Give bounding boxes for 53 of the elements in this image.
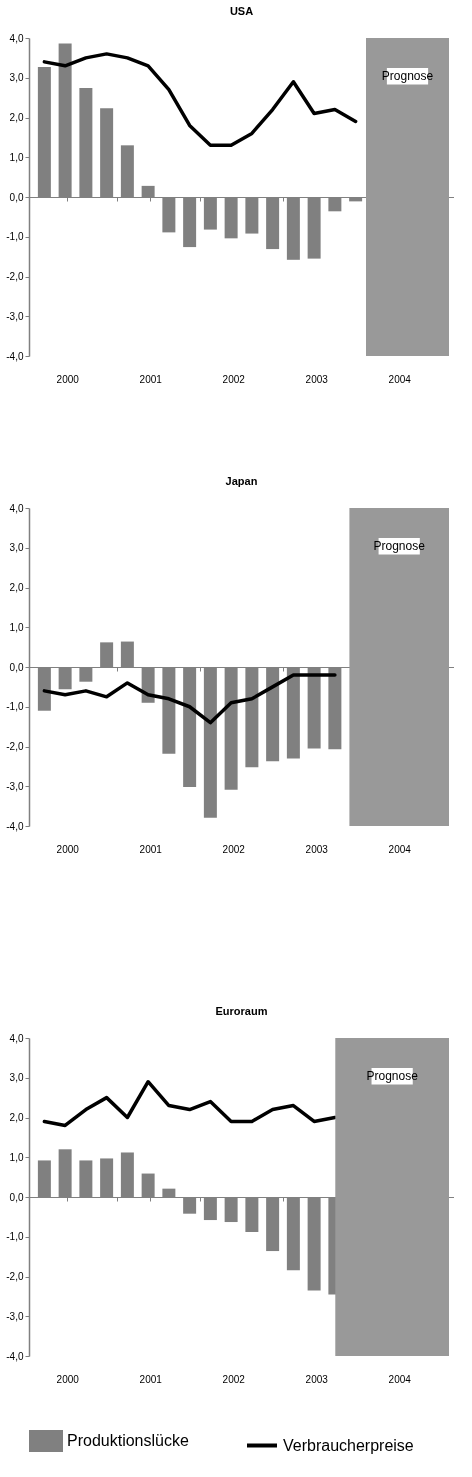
legend-label: Verbraucherpreise <box>283 1436 414 1454</box>
y-tick-label: 2,0 <box>9 1112 24 1123</box>
chart-title: USA <box>229 5 254 17</box>
y-tick-label: 0,0 <box>9 661 24 673</box>
y-tick-label: -2,0 <box>6 741 24 752</box>
y-tick-label: 2,0 <box>9 112 24 123</box>
y-tick-label: -3,0 <box>6 780 24 792</box>
x-tick-label: 2000 <box>56 843 80 855</box>
y-tick-label: 1,0 <box>9 1151 24 1163</box>
y-tick-label: -4,0 <box>6 820 24 832</box>
x-tick-label: 2004 <box>388 1373 412 1385</box>
x-tick-label: 2004 <box>388 843 412 855</box>
y-tick-label: -1,0 <box>6 231 24 243</box>
line-series <box>42 1079 337 1128</box>
x-tick-label: 2002 <box>222 1373 246 1385</box>
x-tick-label: 2003 <box>305 1373 329 1385</box>
y-tick-label: -2,0 <box>6 1271 24 1282</box>
x-tick-label: 2002 <box>222 843 246 855</box>
x-tick-label: 2001 <box>139 843 163 855</box>
y-tick-label: -2,0 <box>6 271 24 282</box>
band-label: Prognose <box>366 1069 419 1084</box>
y-tick-label: 2,0 <box>9 582 24 593</box>
chart-title: Euroraum <box>215 1005 268 1017</box>
x-tick-label: 2004 <box>388 373 412 385</box>
y-tick-label: -4,0 <box>6 1350 24 1362</box>
y-tick-label: -1,0 <box>6 701 24 713</box>
x-tick-label: 2000 <box>56 1373 80 1385</box>
y-tick-label: -1,0 <box>6 1231 24 1243</box>
x-tick-label: 2003 <box>305 843 329 855</box>
y-tick-label: 3,0 <box>9 72 24 84</box>
line-series <box>42 52 358 148</box>
y-tick-label: -3,0 <box>6 310 24 322</box>
y-tick-label: 4,0 <box>9 32 24 44</box>
y-tick-label: 4,0 <box>9 1032 24 1044</box>
y-tick-label: 0,0 <box>9 1191 24 1203</box>
line-series <box>42 673 337 725</box>
y-tick-label: 1,0 <box>9 621 24 633</box>
y-tick-label: 4,0 <box>9 502 24 514</box>
y-tick-label: 0,0 <box>9 191 24 203</box>
chart-title: Japan <box>225 475 258 487</box>
x-tick-label: 2002 <box>222 373 246 385</box>
y-tick-label: -4,0 <box>6 350 24 362</box>
band-label: Prognose <box>373 539 426 554</box>
x-tick-label: 2000 <box>56 373 80 385</box>
y-tick-label: -3,0 <box>6 1310 24 1322</box>
x-tick-label: 2001 <box>139 373 163 385</box>
y-tick-label: 3,0 <box>9 542 24 554</box>
y-tick-label: 3,0 <box>9 1072 24 1084</box>
x-tick-label: 2003 <box>305 373 329 385</box>
y-tick-label: 1,0 <box>9 151 24 163</box>
band-label: Prognose <box>381 69 434 84</box>
legend-label: Produktionslücke <box>67 1432 189 1449</box>
x-tick-label: 2001 <box>139 1373 163 1385</box>
